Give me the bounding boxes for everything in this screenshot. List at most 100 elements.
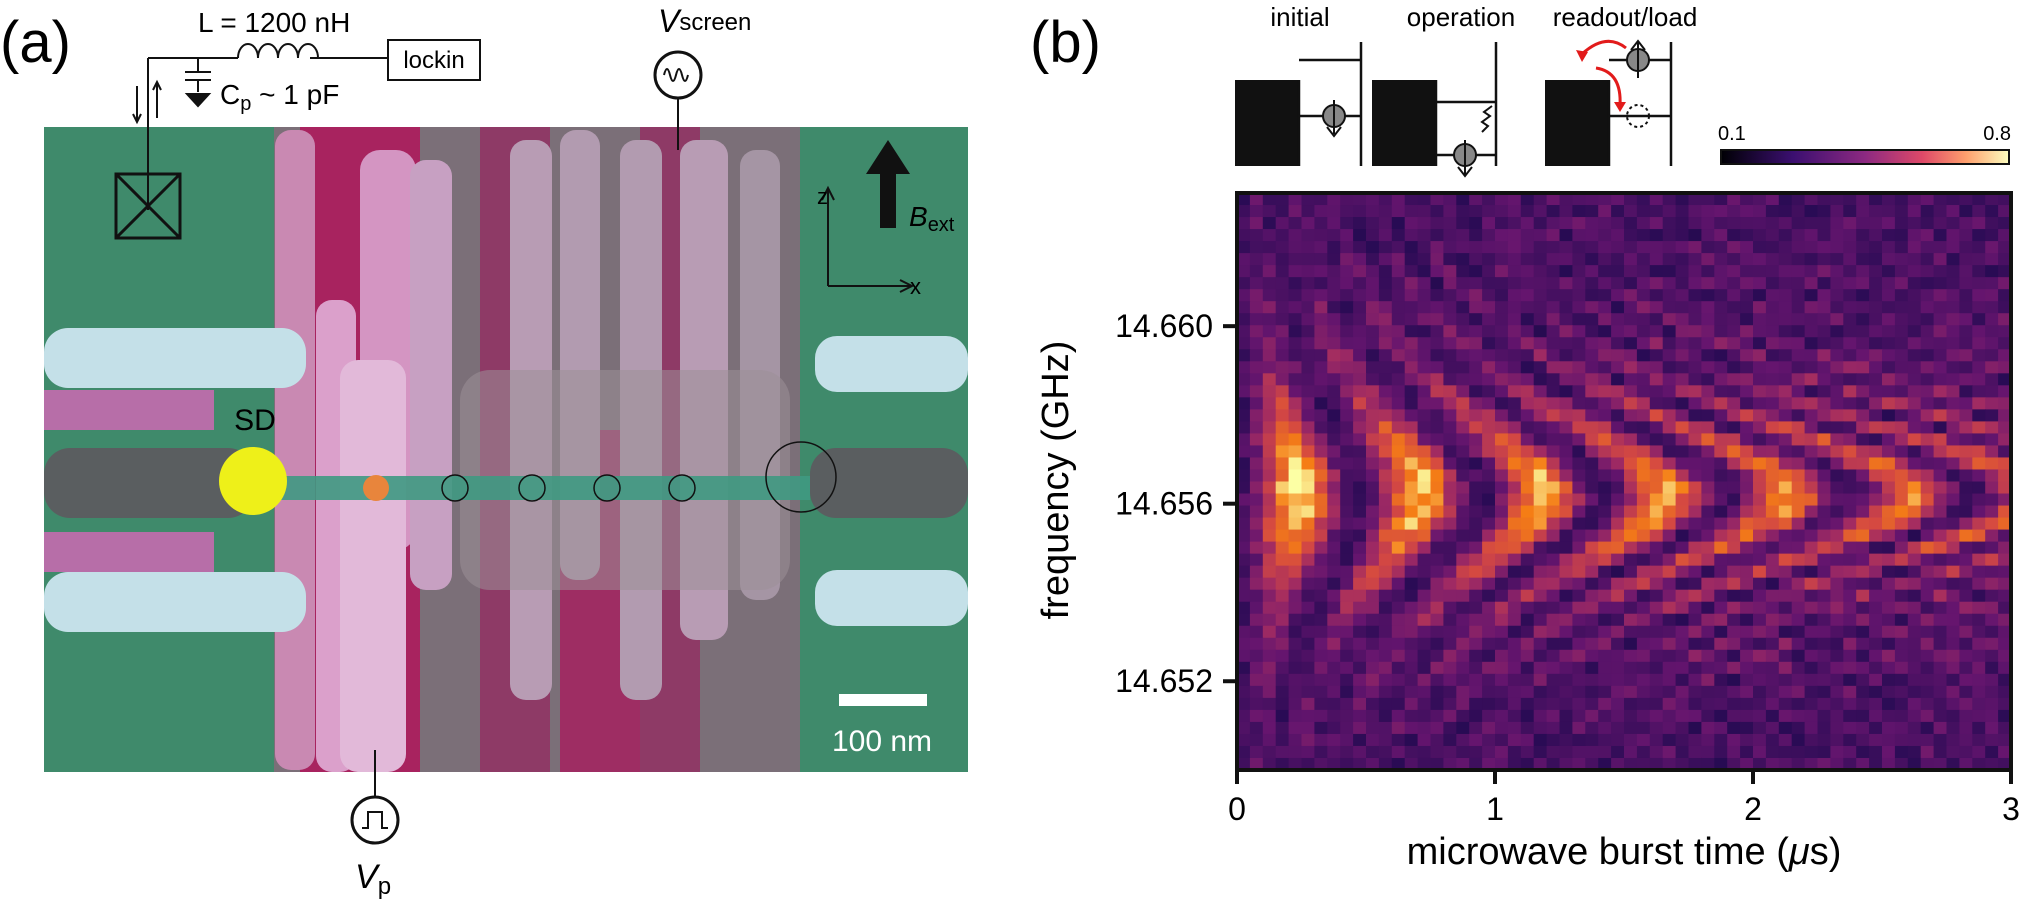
heatmap-cell bbox=[1985, 661, 1999, 675]
heatmap-cell bbox=[1920, 469, 1935, 483]
heatmap-cell bbox=[1469, 685, 1483, 699]
heatmap-cell bbox=[1314, 577, 1328, 591]
heatmap-cell bbox=[1237, 409, 1251, 422]
heatmap-cell bbox=[1765, 301, 1780, 314]
heatmap-cell bbox=[1946, 217, 1960, 230]
heatmap-cell bbox=[1572, 625, 1586, 639]
heatmap-cell bbox=[1959, 757, 1973, 771]
heatmap-cell bbox=[1482, 397, 1496, 410]
heatmap-cell bbox=[1843, 565, 1857, 579]
heatmap-cell bbox=[1649, 325, 1664, 338]
heatmap-cell bbox=[1533, 361, 1548, 374]
heatmap-cell bbox=[1624, 613, 1638, 627]
heatmap-cell bbox=[1391, 193, 1406, 206]
heatmap-cell bbox=[1843, 385, 1857, 398]
heatmap-cell bbox=[1649, 625, 1664, 639]
heatmap-cell bbox=[1804, 481, 1819, 495]
sem-image bbox=[44, 127, 968, 772]
heatmap-cell bbox=[1882, 529, 1896, 543]
heatmap-cell bbox=[1366, 397, 1380, 410]
heatmap-cell bbox=[1675, 241, 1690, 254]
heatmap-cell bbox=[1391, 721, 1406, 735]
heatmap-cell bbox=[1262, 409, 1277, 422]
heatmap-cell bbox=[1288, 745, 1303, 759]
heatmap-cell bbox=[1237, 661, 1251, 675]
heatmap-cell bbox=[1340, 745, 1354, 759]
heatmap-cell bbox=[1443, 205, 1457, 218]
heatmap-cell bbox=[1585, 469, 1599, 483]
heatmap-cell bbox=[1714, 637, 1728, 651]
heatmap-cell bbox=[1778, 481, 1793, 495]
heatmap-cell bbox=[1972, 589, 1986, 603]
heatmap-cell bbox=[1275, 313, 1290, 326]
heatmap-cell bbox=[1688, 745, 1702, 759]
heatmap-cell bbox=[1972, 229, 1986, 242]
heatmap-cell bbox=[1430, 361, 1444, 374]
heatmap-cell bbox=[1946, 613, 1960, 627]
heatmap-cell bbox=[1340, 721, 1354, 735]
heatmap-cell bbox=[1456, 373, 1470, 386]
heatmap-cell bbox=[1301, 577, 1315, 591]
heatmap-cell bbox=[1572, 253, 1586, 266]
heatmap-cell bbox=[1417, 601, 1432, 615]
heatmap-cell bbox=[1507, 193, 1522, 206]
heatmap-cell bbox=[1456, 433, 1470, 447]
heatmap-cell bbox=[1675, 697, 1690, 711]
heatmap-cell bbox=[1598, 625, 1612, 639]
heatmap-cell bbox=[1765, 385, 1780, 398]
heatmap-cell bbox=[1275, 745, 1290, 759]
heatmap-cell bbox=[1456, 397, 1470, 410]
heatmap-cell bbox=[1959, 541, 1973, 555]
heatmap-cell bbox=[1727, 421, 1741, 435]
heatmap-cell bbox=[1778, 361, 1793, 374]
heatmap-cell bbox=[1649, 241, 1664, 254]
heatmap-cell bbox=[1585, 733, 1599, 747]
heatmap-cell bbox=[1430, 397, 1444, 410]
heatmap-cell bbox=[1598, 289, 1612, 302]
heatmap-cell bbox=[1598, 325, 1612, 338]
heatmap-cell bbox=[1946, 205, 1960, 218]
heatmap-cell bbox=[1753, 757, 1767, 771]
heatmap-cell bbox=[1804, 733, 1819, 747]
heatmap-cell bbox=[1804, 577, 1819, 591]
heatmap-cell bbox=[1585, 241, 1599, 254]
heatmap-cell bbox=[1301, 469, 1315, 483]
heatmap-cell bbox=[1546, 253, 1561, 266]
heatmap-cell bbox=[1636, 613, 1651, 627]
heatmap-cell bbox=[1275, 493, 1290, 507]
heatmap-cell bbox=[1636, 277, 1651, 290]
heatmap-cell bbox=[1249, 493, 1264, 507]
heatmap-cell bbox=[1572, 637, 1586, 651]
heatmap-cell bbox=[1340, 433, 1354, 447]
heatmap-cell bbox=[1649, 469, 1664, 483]
heatmap-cell bbox=[1598, 505, 1612, 519]
heatmap-cell bbox=[1262, 205, 1277, 218]
heatmap-cell bbox=[1275, 577, 1290, 591]
heatmap-cell bbox=[1430, 553, 1444, 567]
heatmap-cell bbox=[1753, 433, 1767, 447]
heatmap-cell bbox=[1391, 649, 1406, 663]
heatmap-cell bbox=[1688, 409, 1702, 422]
heatmap-cell bbox=[1598, 361, 1612, 374]
heatmap-cell bbox=[1559, 397, 1573, 410]
heatmap-cell bbox=[1520, 301, 1535, 314]
heatmap-cell bbox=[1495, 265, 1509, 278]
heatmap-cell bbox=[1714, 253, 1728, 266]
heatmap-cell bbox=[1288, 325, 1303, 338]
heatmap-cell bbox=[1237, 385, 1251, 398]
heatmap-cell bbox=[1624, 757, 1638, 771]
heatmap-cell bbox=[1262, 349, 1277, 362]
heatmap-cell bbox=[1649, 553, 1664, 567]
heatmap-cell bbox=[1249, 301, 1264, 314]
heatmap-cell bbox=[1598, 373, 1612, 386]
heatmap-cell bbox=[1559, 649, 1573, 663]
heatmap-cell bbox=[1443, 349, 1457, 362]
heatmap-cell bbox=[1649, 505, 1664, 519]
heatmap-cell bbox=[1830, 529, 1844, 543]
heatmap-cell bbox=[1791, 277, 1806, 290]
heatmap-cell bbox=[1817, 733, 1831, 747]
heatmap-cell bbox=[1972, 481, 1986, 495]
heatmap-cell bbox=[1353, 577, 1367, 591]
heatmap-cell bbox=[1907, 385, 1922, 398]
heatmap-cell bbox=[1262, 649, 1277, 663]
